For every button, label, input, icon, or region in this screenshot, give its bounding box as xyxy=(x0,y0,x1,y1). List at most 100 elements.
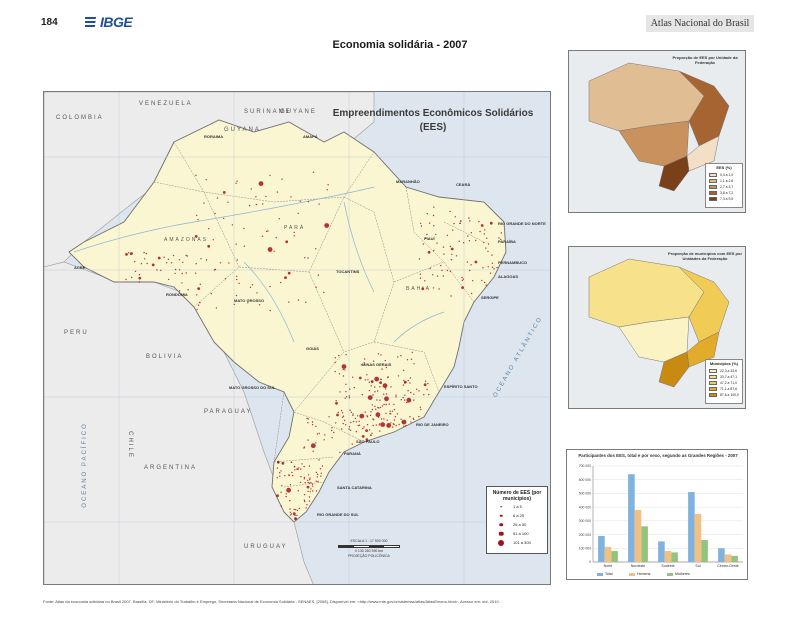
participants-bar-chart: Participantes dos EES, total e por sexo,… xyxy=(566,449,748,580)
inset2-region-south xyxy=(658,351,690,388)
chart-x-tick-label: Centro-Oeste xyxy=(717,564,739,568)
state-label-goias: GOIÁS xyxy=(306,346,319,351)
chart-x-tick-label: Sul xyxy=(695,564,700,568)
legend-class-2: 6 a 25 xyxy=(487,511,547,520)
chart-x-tick-label: Norte xyxy=(604,564,613,568)
chart-bar-mulheres-nordeste xyxy=(641,526,648,562)
ibge-logo-mark-icon xyxy=(85,17,97,27)
state-label-tocantins: TOCANTINS xyxy=(336,269,360,274)
inset-map-municipality-share: Proporção de municípios com EES por Unid… xyxy=(568,246,746,409)
map-legend-title: Número de EES (por municípios) xyxy=(492,490,542,502)
chart-bar-total-norte xyxy=(598,535,605,562)
state-label-acre: ACRE xyxy=(74,265,86,270)
chart-bar-total-nordeste xyxy=(628,474,635,562)
state-label-minas-gerais: MINAS GERAIS xyxy=(362,362,392,367)
chart-y-tick-label: 200 000 xyxy=(579,533,591,537)
chart-x-tick-label: Nordeste xyxy=(631,564,646,568)
chart-x-tick-label: Sudeste xyxy=(661,564,674,568)
chart-bar-total-centro-oeste xyxy=(718,548,725,562)
scale-text: ESCALA 1 : 17 500 000 xyxy=(350,539,388,543)
map-legend: Número de EES (por municípios) 1 a 5 6 a… xyxy=(486,486,548,554)
chart-bar-mulheres-norte xyxy=(611,551,618,562)
chart-y-tick-label: 300 000 xyxy=(579,519,591,523)
inset2-legend-class-3: 47,2 a 71,0 xyxy=(706,380,742,386)
chart-bar-homens-centro-oeste xyxy=(724,554,732,562)
state-label-rio-grande-do-norte: RIO GRANDE DO NORTE xyxy=(498,221,546,226)
country-label-suriname: SURINAME xyxy=(244,109,292,115)
state-label-para: PARÁ xyxy=(284,225,306,231)
atlas-title-tag: Atlas Nacional do Brasil xyxy=(646,15,754,32)
source-note: Fonte: Atlas da economia solidária no Br… xyxy=(43,599,500,604)
chart-bar-homens-nordeste xyxy=(634,509,642,562)
scale-bar xyxy=(338,545,400,548)
chart-legend-total: Total xyxy=(597,572,613,576)
chart-bar-mulheres-sul xyxy=(701,540,708,562)
chart-bar-homens-sul xyxy=(694,514,702,562)
inset1-legend-class-1: 0,4 a 1,0 xyxy=(706,172,742,178)
inset1-legend-class-3: 2,7 a 3,7 xyxy=(706,184,742,190)
graticule xyxy=(44,92,550,584)
chart-y-tick-label: 400 000 xyxy=(579,505,591,509)
inset1-drawing xyxy=(569,51,745,212)
state-label-rondonia: RONDÔNIA xyxy=(166,292,188,297)
chart-legend-mulheres: Mulheres xyxy=(667,572,690,576)
legend-class-1: 1 a 5 xyxy=(487,502,547,511)
inset1-legend: EES (%) 0,4 a 1,0 1,1 a 2,6 2,7 a 3,7 3,… xyxy=(705,163,743,208)
inset-map-ees-share: Proporção de EES por Unidade da Federaçã… xyxy=(568,50,746,213)
chart-bar-mulheres-sudeste xyxy=(671,552,678,562)
legend-class-3: 26 a 50 xyxy=(487,520,547,529)
inset1-legend-class-5: 7,3 a 9,5 xyxy=(706,196,742,202)
inset1-title: Proporção de EES por Unidade da Federaçã… xyxy=(672,55,738,65)
chart-y-tick-label: 100 000 xyxy=(579,546,591,550)
country-label-guyane: GUYANE xyxy=(280,109,317,115)
inset2-legend-class-5: 87,6 a 100,0 xyxy=(706,392,742,398)
inset2-legend-class-1: 22,3 a 33,6 xyxy=(706,368,742,374)
scale-projection: PROJEÇÃO POLICÔNICA xyxy=(348,554,390,558)
main-map-title: Empreendimentos Econômicos Solidários (E… xyxy=(332,108,534,133)
state-label-rio-de-janeiro: RIO DE JANEIRO xyxy=(416,422,449,427)
state-label-pernambuco: PERNAMBUCO xyxy=(498,260,528,265)
chart-title: Participantes dos EES, total e por sexo,… xyxy=(578,453,738,458)
inset1-region-south xyxy=(658,155,690,192)
state-label-mato-grosso: MATO GROSSO xyxy=(234,298,265,303)
inset2-legend-class-4: 71,1 a 87,6 xyxy=(706,386,742,392)
country-label-bolivia: BOLIVIA xyxy=(146,354,184,360)
inset2-legend-title: Municípios (%) xyxy=(709,361,739,366)
chart-y-tick-label: 500 000 xyxy=(579,492,591,496)
state-label-rio-grande-do-sul: RIO GRANDE DO SUL xyxy=(317,512,359,517)
state-label-ceara: CEARÁ xyxy=(456,182,471,187)
main-map-drawing xyxy=(44,92,550,584)
chart-y-tick-label: 700 000 xyxy=(579,464,591,468)
map-scale: ESCALA 1 : 17 500 000 0 130 260 390 km P… xyxy=(334,539,404,559)
state-label-amapa: AMAPÁ xyxy=(303,134,318,139)
inset1-legend-class-4: 3,8 a 7,2 xyxy=(706,190,742,196)
country-label-colombia: COLOMBIA xyxy=(56,115,104,121)
brazil-territory xyxy=(68,119,507,523)
state-label-bahia: BAHIA xyxy=(406,286,432,292)
state-label-sao-paulo: SÃO PAULO xyxy=(356,439,380,444)
inset2-legend-class-2: 33,7 a 47,1 xyxy=(706,374,742,380)
inset2-title: Proporção de municípios com EES por Unid… xyxy=(667,251,742,261)
inset2-drawing xyxy=(569,247,745,408)
chart-y-tick-label: 600 000 xyxy=(579,478,591,482)
chart-bar-homens-norte xyxy=(604,546,612,562)
chart-legend-homens: Homens xyxy=(629,572,650,576)
page-title: Economia solidária - 2007 xyxy=(332,39,468,51)
rivers xyxy=(73,186,445,343)
ocean-label-pacific: OCEANO PACÍFICO xyxy=(81,422,88,508)
inset1-legend-title: EES (%) xyxy=(716,165,732,170)
inset2-legend: Municípios (%) 22,3 a 33,6 33,7 a 47,1 4… xyxy=(705,359,743,404)
chart-bar-mulheres-centro-oeste xyxy=(731,555,738,562)
main-map: VENEZUELA COLOMBIA GUYANA SURINAME GUYAN… xyxy=(43,91,551,585)
chart-bar-homens-sudeste xyxy=(664,551,672,562)
state-label-sergipe: SERGIPE xyxy=(481,295,499,300)
country-label-uruguay: URUGUAY xyxy=(244,544,288,550)
state-label-roraima: RORAIMA xyxy=(204,134,224,139)
ibge-logo: IBGE xyxy=(85,13,135,31)
state-label-parana: PARANÁ xyxy=(344,451,361,456)
state-label-maranhao: MARANHÃO xyxy=(396,179,420,184)
state-label-alagoas: ALAGOAS xyxy=(498,274,518,279)
inset1-legend-class-2: 1,1 a 2,6 xyxy=(706,178,742,184)
state-label-mato-grosso-do-sul: MATO GROSSO DO SUL xyxy=(229,385,276,390)
chart-legend: Total Homens Mulheres xyxy=(597,572,737,578)
